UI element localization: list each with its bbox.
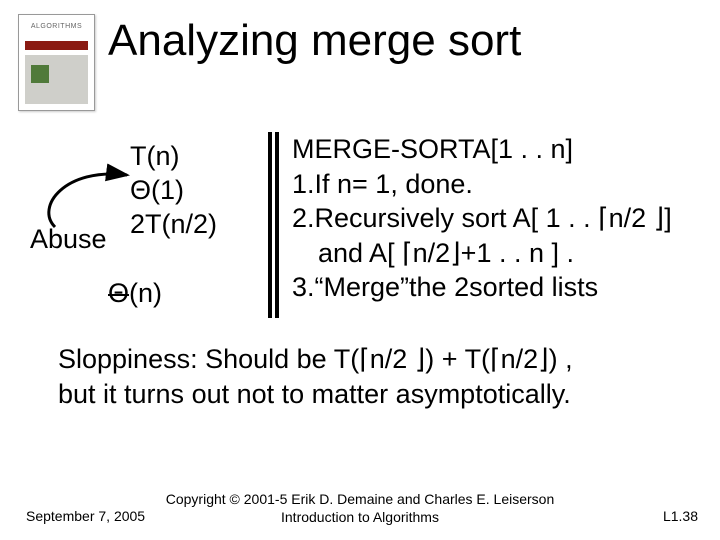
divider (268, 132, 282, 318)
book-title-text: ALGORITHMS (19, 23, 94, 30)
sloppy-line1: Sloppiness: Should be T(⌈n/2 ⌋) + T(⌈n/2… (58, 342, 573, 377)
book-cover: ALGORITHMS (18, 14, 95, 111)
tn-line: T(n) (130, 140, 217, 174)
theta-struck: Θ (108, 278, 129, 309)
left-column: T(n) Θ(1) 2T(n/2) (130, 140, 217, 241)
algo-step2: 2.Recursively sort A[ 1 . . ⌈n/2 ⌋] (292, 201, 672, 236)
footer-center: Copyright © 2001-5 Erik D. Demaine and C… (0, 491, 720, 526)
algo-step1: 1.If n= 1, done. (292, 167, 672, 202)
divider-bar (268, 132, 272, 318)
book-red-bar (25, 41, 88, 50)
divider-bar (275, 132, 279, 318)
page-title: Analyzing merge sort (108, 16, 521, 66)
book-green-block (31, 65, 49, 83)
right-column: MERGE-SORTA[1 . . n] 1.If n= 1, done. 2.… (292, 132, 672, 305)
slide: ALGORITHMS Analyzing merge sort T(n) Θ(1… (0, 0, 720, 540)
theta-n: Θ(n) (108, 278, 162, 309)
sloppiness-note: Sloppiness: Should be T(⌈n/2 ⌋) + T(⌈n/2… (58, 342, 573, 412)
footer-pagenum: L1.38 (663, 508, 698, 524)
theta1-line: Θ(1) (130, 174, 217, 208)
recurse-line: 2T(n/2) (130, 208, 217, 242)
abuse-arrow (35, 172, 135, 242)
footer-copyright: Copyright © 2001-5 Erik D. Demaine and C… (0, 491, 720, 509)
algo-header: MERGE-SORTA[1 . . n] (292, 132, 672, 167)
algo-step2b: and A[ ⌈n/2⌋+1 . . n ] . (292, 236, 574, 271)
footer-book: Introduction to Algorithms (0, 509, 720, 527)
sloppy-line2: but it turns out not to matter asymptoti… (58, 377, 573, 412)
algo-step3: 3.“Merge”the 2sorted lists (292, 270, 672, 305)
theta-rest: (n) (129, 278, 162, 308)
